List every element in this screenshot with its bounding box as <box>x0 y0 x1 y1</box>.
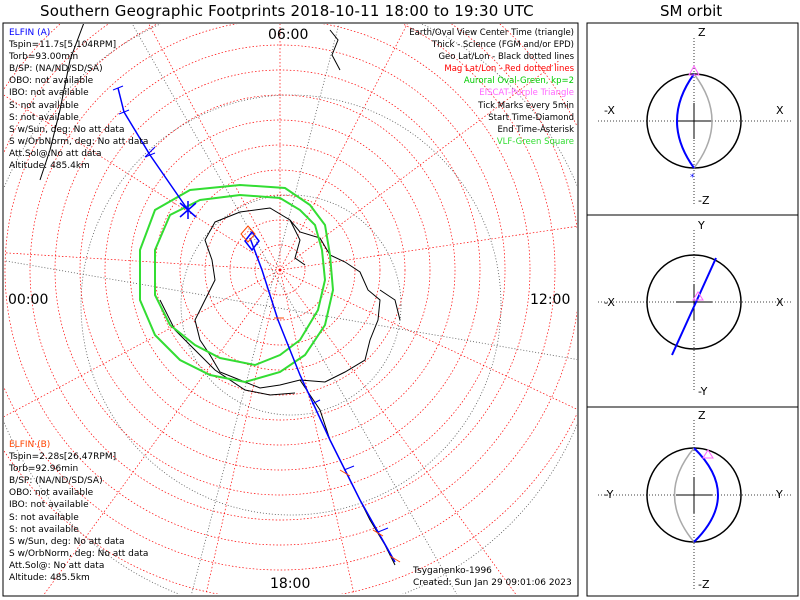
elfin-a-end-asterisk <box>179 201 197 219</box>
elfin-a-line: B/SP: (NA/ND/SD/SA) <box>9 64 103 75</box>
elfin-b-line: Altitude: 485.5km <box>9 573 90 584</box>
legend-item: Start Time-Diamond <box>488 112 574 123</box>
page-title: Southern Geographic Footprints 2018-10-1… <box>40 2 534 20</box>
elfin-b-line: IBO: not available <box>9 500 89 511</box>
legend-item: Mag Lat/Lon - Red dotted lines <box>444 64 574 75</box>
elfin-a-ticks <box>112 85 389 533</box>
sm3-left-label: -Y <box>604 488 614 501</box>
elfin-a-line: Tspin=11.7s[5.104RPM] <box>9 40 117 51</box>
elfin-a-info: ELFIN (A) Tspin=11.7s[5.104RPM] Torb=93.… <box>9 27 148 172</box>
elfin-b-info: ELFIN (B) Tspin=2.28s[26.47RPM] Torb=92.… <box>9 439 148 584</box>
elfin-a-line: S: not available <box>9 112 79 123</box>
elfin-a-line: OBO: not available <box>9 76 94 87</box>
sm-panel-3 <box>598 420 792 590</box>
sm3-right-label: Y <box>776 488 783 501</box>
elfin-a-line: Altitude: 485.4km <box>9 161 90 172</box>
legend-item: EISCAT-Purple Triangle <box>479 88 574 99</box>
legend-item: End Time-Asterisk <box>497 124 574 135</box>
sm2-top-label: Y <box>698 219 705 232</box>
elfin-a-name: ELFIN (A) <box>9 28 51 38</box>
legend-item: VLF-Green Square <box>496 136 574 147</box>
elfin-b-line: S: not available <box>9 512 79 523</box>
sm2-left-label: -X <box>604 296 615 309</box>
elfin-b-line: S: not available <box>9 524 79 535</box>
elfin-a-line: S w/Sun, deg: No att data <box>9 124 125 135</box>
legend-item: Auroral Oval-Green, kp=2 <box>463 76 574 87</box>
sm2-right-label: X <box>776 296 784 309</box>
clock-label-bottom: 18:00 <box>270 576 311 592</box>
sm3-bottom-label: -Z <box>698 578 710 591</box>
elfin-a-start-diamond <box>244 230 260 252</box>
map-frame <box>2 22 579 597</box>
sm2-bottom-label: -Y <box>698 385 708 398</box>
elfin-a-line: Att.Sol@:No att data <box>9 148 102 159</box>
sm-frame <box>586 22 799 597</box>
elfin-b-line: S w/OrbNorm, deg: No att data <box>9 548 149 559</box>
sm1-right-label: X <box>776 104 784 117</box>
clock-label-left: 00:00 <box>8 292 49 308</box>
elfin-b-line: OBO: not available <box>9 488 94 499</box>
sm-panel-2 <box>598 230 792 392</box>
elfin-b-line: B/SP: (NA/ND/SD/SA) <box>9 476 103 487</box>
sm1-left-label: -X <box>604 104 615 117</box>
mag-grid <box>4 24 577 594</box>
model-label: Tsyganenko-1996 <box>413 566 492 576</box>
clock-label-right: 12:00 <box>530 292 571 308</box>
sm-panel-1: * <box>598 38 792 204</box>
elfin-a-track <box>117 87 396 563</box>
elfin-b-line: Torb=92.96min <box>9 464 79 475</box>
clock-label-top: 06:00 <box>268 27 309 43</box>
geo-grid <box>4 24 577 594</box>
sm-orbit-title: SM orbit <box>660 2 723 20</box>
legend: Earth/Oval View Center Time (triangle) T… <box>409 27 574 148</box>
auroral-oval <box>139 183 335 384</box>
svg-text:*: * <box>690 173 695 183</box>
elfin-b-line: S w/Sun, deg: No att data <box>9 536 125 547</box>
elfin-b-line: Att.Sol@: No att data <box>9 560 105 571</box>
elfin-b-name: ELFIN (B) <box>9 440 51 450</box>
sm1-top-label: Z <box>698 26 706 39</box>
elfin-b-line: Tspin=2.28s[26.47RPM] <box>9 452 117 463</box>
legend-item: Earth/Oval View Center Time (triangle) <box>409 28 574 38</box>
sm3-top-label: Z <box>698 409 706 422</box>
elfin-a-line: S: not available <box>9 100 79 111</box>
created-label: Created: Sun Jan 29 09:01:06 2023 <box>413 578 572 588</box>
elfin-a-line: Torb=93.00min <box>9 52 79 63</box>
legend-item: Geo Lat/Lon - Black dotted lines <box>438 52 574 63</box>
sm1-bottom-label: -Z <box>698 194 710 207</box>
legend-item: Tick Marks every 5min <box>478 100 574 111</box>
legend-item: Thick - Science (FGM and/or EPD) <box>431 40 574 51</box>
elfin-b-track <box>240 225 401 563</box>
elfin-a-line: S w/OrbNorm, deg: No att data <box>9 136 149 147</box>
elfin-a-line: IBO: not available <box>9 88 89 99</box>
